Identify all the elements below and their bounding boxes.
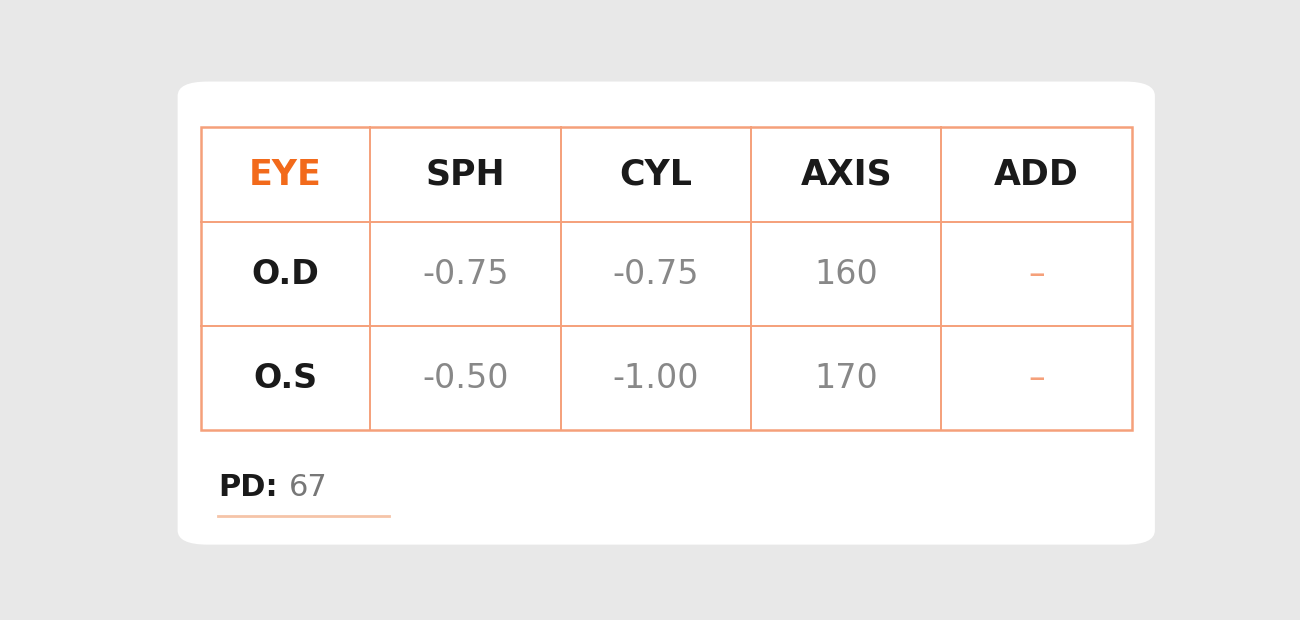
Text: O.D: O.D bbox=[252, 258, 320, 291]
Text: CYL: CYL bbox=[619, 157, 693, 192]
Text: O.S: O.S bbox=[254, 361, 317, 395]
Text: 160: 160 bbox=[814, 258, 878, 291]
Text: -1.00: -1.00 bbox=[612, 361, 699, 395]
Text: -0.75: -0.75 bbox=[612, 258, 699, 291]
Text: PD:: PD: bbox=[218, 473, 277, 502]
Text: –: – bbox=[1028, 361, 1045, 395]
Text: AXIS: AXIS bbox=[801, 157, 892, 192]
FancyBboxPatch shape bbox=[178, 82, 1154, 544]
Text: 67: 67 bbox=[289, 473, 328, 502]
Text: -0.50: -0.50 bbox=[422, 361, 508, 395]
Text: ADD: ADD bbox=[994, 157, 1079, 192]
Text: 170: 170 bbox=[814, 361, 878, 395]
Bar bbox=[200, 127, 1132, 430]
Text: EYE: EYE bbox=[250, 157, 322, 192]
Text: -0.75: -0.75 bbox=[422, 258, 508, 291]
Text: SPH: SPH bbox=[425, 157, 506, 192]
Text: –: – bbox=[1028, 258, 1045, 291]
